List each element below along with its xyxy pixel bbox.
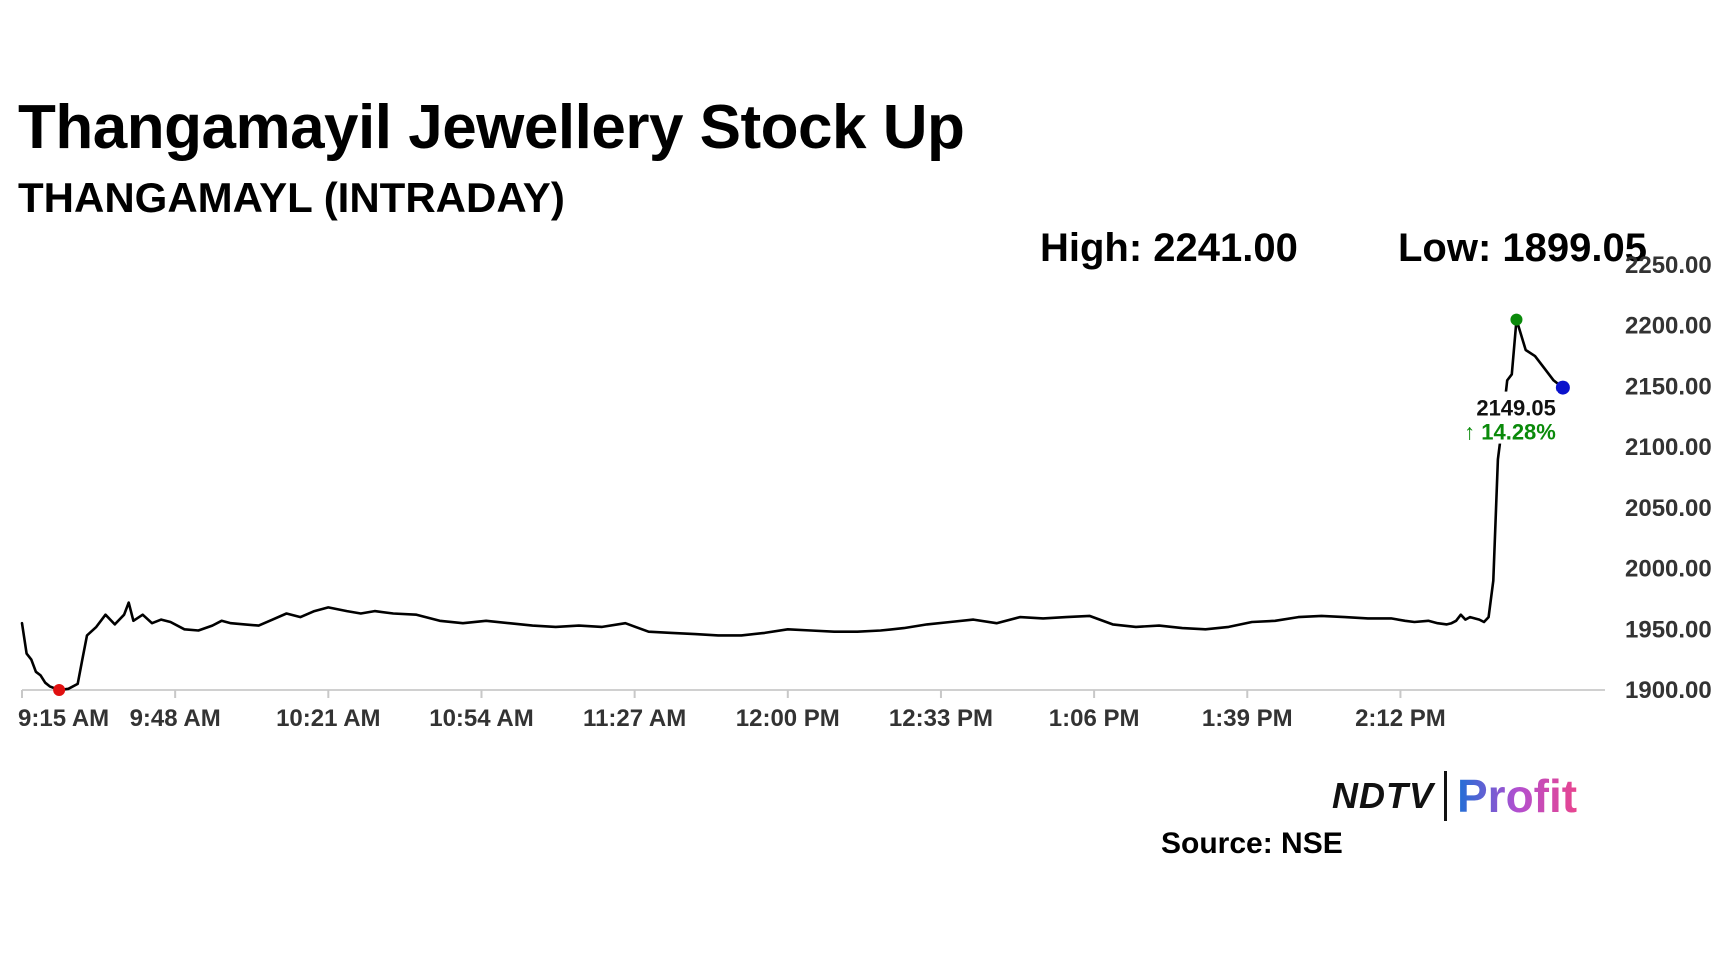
low-stat: Low: 1899.05 xyxy=(1398,226,1648,270)
last-price-label-bg xyxy=(1451,391,1558,444)
x-tick-label: 12:33 PM xyxy=(889,705,993,732)
x-tick-label: 1:39 PM xyxy=(1202,705,1293,732)
y-tick-label: 2150.00 xyxy=(1625,373,1712,400)
high-point-marker xyxy=(1510,313,1523,326)
y-tick-label: 1900.00 xyxy=(1625,677,1712,704)
low-point-marker xyxy=(53,684,66,696)
profit-logo-text: Profit xyxy=(1457,770,1578,822)
high-stat: High: 2241.00 xyxy=(1040,226,1298,270)
chart-subtitle: THANGAMAYL (INTRADAY) xyxy=(18,174,565,221)
price-line xyxy=(20,318,1565,692)
chart-title: Thangamayil Jewellery Stock Up xyxy=(18,93,965,162)
y-tick-label: 2050.00 xyxy=(1625,495,1712,522)
x-tick-label: 10:54 AM xyxy=(429,705,533,732)
x-tick-label: 10:21 AM xyxy=(276,705,380,732)
x-tick-label: 1:06 PM xyxy=(1049,705,1140,732)
y-tick-label: 2100.00 xyxy=(1625,434,1712,461)
x-tick-label: 9:48 AM xyxy=(130,705,221,732)
y-tick-label: 1950.00 xyxy=(1625,616,1712,643)
y-tick-label: 2250.00 xyxy=(1625,252,1712,279)
x-tick-label: 9:15 AM xyxy=(18,705,109,732)
last-price-marker xyxy=(1555,380,1570,395)
source-note: Source: NSE xyxy=(1161,827,1343,860)
ndtv-logo-text: NDTV xyxy=(1332,775,1434,816)
logo-divider xyxy=(1444,771,1447,821)
x-tick-label: 12:00 PM xyxy=(736,705,840,732)
x-tick-label: 2:12 PM xyxy=(1355,705,1446,732)
change-percent-label: ↑ 14.28% xyxy=(1464,420,1556,445)
x-tick-label: 11:27 AM xyxy=(583,705,686,732)
y-tick-label: 2200.00 xyxy=(1625,313,1712,340)
last-price-label: 2149.05 xyxy=(1476,396,1556,421)
ndtv-profit-logo: NDTV Profit xyxy=(1332,768,1577,824)
y-tick-label: 2000.00 xyxy=(1625,556,1712,583)
